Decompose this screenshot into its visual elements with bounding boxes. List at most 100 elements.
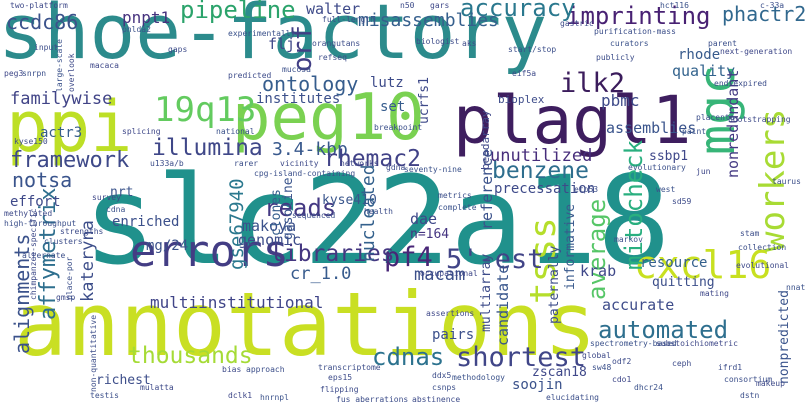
- word-spectrometry-based: spectrometry-based: [590, 339, 677, 348]
- word-nnat: nnat: [786, 283, 806, 292]
- word-institutes: institutes: [256, 91, 341, 107]
- word-clusters: clusters: [44, 237, 83, 246]
- word-evolutionary: evolutionary: [628, 163, 686, 172]
- word-place-por: place-por: [65, 256, 74, 300]
- word-gaps: gaps: [168, 45, 188, 54]
- word-jun: jun: [696, 167, 711, 176]
- word-average: average: [583, 198, 611, 300]
- word-multiarray: multiarray: [479, 253, 494, 332]
- word-informative: informative: [563, 203, 578, 290]
- word-pbmc: pbmc: [601, 91, 640, 110]
- word-networks: networks: [340, 159, 379, 168]
- word-soojin: soojin: [512, 377, 563, 393]
- word-markov: markov: [614, 235, 643, 244]
- word-etp53: etp53: [574, 185, 599, 194]
- word-end-expired: end-expired: [714, 79, 767, 88]
- word-curators: curators: [610, 39, 649, 48]
- word-cpg-island-containing: cpg-island-containing: [254, 169, 356, 178]
- word-19q13: 19q13: [154, 90, 257, 130]
- word-transcriptome: transcriptome: [318, 363, 381, 372]
- word-cr10: cr_1.0: [290, 264, 352, 284]
- word-shortest: shortest: [456, 342, 587, 373]
- word-macaca: macaca: [90, 61, 119, 70]
- word-bootstrapping: bootstrapping: [728, 115, 791, 124]
- word-multiinstitutional: multiinstitutional: [150, 293, 324, 312]
- word-ifrd1: ifrd1: [718, 363, 743, 372]
- word-mucosa: mucosa: [282, 65, 311, 74]
- word-dclk1: dclk1: [228, 391, 253, 400]
- word-makeup: makeup: [756, 379, 785, 388]
- word-publicly: publicly: [596, 53, 635, 62]
- word-cdna: cdna: [106, 205, 126, 214]
- word-ddx5: ddx5: [432, 371, 452, 380]
- word-high-throughput: high-throughput: [4, 219, 77, 228]
- word-gdna: gdna: [386, 163, 406, 172]
- word-gars: gars: [430, 1, 450, 10]
- word-eif5a: eif5a: [512, 69, 537, 78]
- word-ucrfs1: ucrfs1: [417, 77, 432, 124]
- word-macam: macam: [414, 265, 466, 285]
- word-mitocheck: mitocheck: [620, 139, 648, 270]
- word-illumina: illumina: [152, 135, 263, 161]
- word-gmsp: gmsp: [56, 293, 76, 302]
- word-occupational: occupational: [420, 269, 478, 278]
- word-national: national: [216, 127, 255, 136]
- word-overlook: overlook: [67, 53, 76, 92]
- word-west: west: [656, 185, 676, 194]
- word-evolutional: evolutional: [736, 261, 789, 270]
- word-health: health: [364, 207, 393, 216]
- word-phactr2: phactr2: [722, 2, 807, 26]
- word-eps15: eps15: [328, 373, 353, 382]
- word-accuracy: accuracy: [460, 0, 576, 22]
- word-automated: automated: [598, 316, 729, 344]
- word-ilk2: ilk2: [560, 68, 626, 99]
- word-odf2: odf2: [612, 357, 632, 366]
- word-dae: dae: [410, 210, 438, 228]
- word-rarer: rarer: [234, 159, 259, 168]
- word-parent: parent: [708, 39, 737, 48]
- word-mg24: mg/24: [146, 238, 189, 254]
- word-non-quantitative: non-quantitative: [89, 314, 98, 392]
- word-dhcr24: dhcr24: [634, 383, 663, 392]
- word-abstinence: abstinence: [412, 395, 461, 404]
- word-effort: effort: [10, 194, 61, 210]
- word-mating: mating: [700, 289, 729, 298]
- word-splicing: splicing: [122, 127, 161, 136]
- word-kyse150: kyse150: [14, 137, 48, 146]
- word-gasoline: gasoline: [281, 177, 296, 240]
- word-misassemblies: misassemblies: [358, 10, 499, 31]
- word-orangutans: orangutans: [312, 39, 361, 48]
- word-alternate: alternate: [22, 251, 66, 260]
- word-pairs: pairs: [432, 327, 475, 343]
- word-flj: flj: [268, 35, 296, 53]
- word-ppi: ppi: [6, 86, 133, 168]
- word-pipeline: pipeline: [180, 0, 296, 24]
- word-shoe-factory: shoe-factory: [0, 0, 548, 76]
- word-predicted: predicted: [228, 71, 272, 80]
- word-paternally: paternally: [547, 245, 562, 324]
- word-ceph: ceph: [672, 359, 692, 368]
- word-refseq: refseq: [318, 53, 347, 62]
- word-metrics: metrics: [438, 191, 472, 200]
- word-start-stop: start/stop: [508, 45, 557, 54]
- word-u133a-b: u133a/b: [150, 159, 184, 168]
- word-testis: testis: [90, 391, 119, 400]
- word-full-length: full-length: [322, 15, 375, 24]
- word-complete: complete: [438, 203, 477, 212]
- word-3.4-kbp: 3.4-kbp: [272, 139, 348, 160]
- word-plagl1: plagl1: [453, 82, 692, 159]
- word-errors: errors: [130, 226, 289, 277]
- word-input: input: [34, 43, 59, 52]
- word-global: global: [582, 351, 611, 360]
- word-snrpn: snrpn: [22, 69, 47, 78]
- word-rhemac2: rhemac2: [324, 146, 421, 172]
- word-benzene: benzene: [492, 158, 589, 184]
- word-biologist: biologist: [416, 37, 460, 46]
- word-slc22a18: slc22a18: [83, 150, 671, 292]
- word-n50: n50: [400, 1, 415, 10]
- word-precessation: precessation: [494, 181, 596, 197]
- word-bias: bias: [222, 365, 242, 374]
- word-flipping: flipping: [320, 385, 359, 394]
- word-unutilized: unutilized: [490, 146, 593, 166]
